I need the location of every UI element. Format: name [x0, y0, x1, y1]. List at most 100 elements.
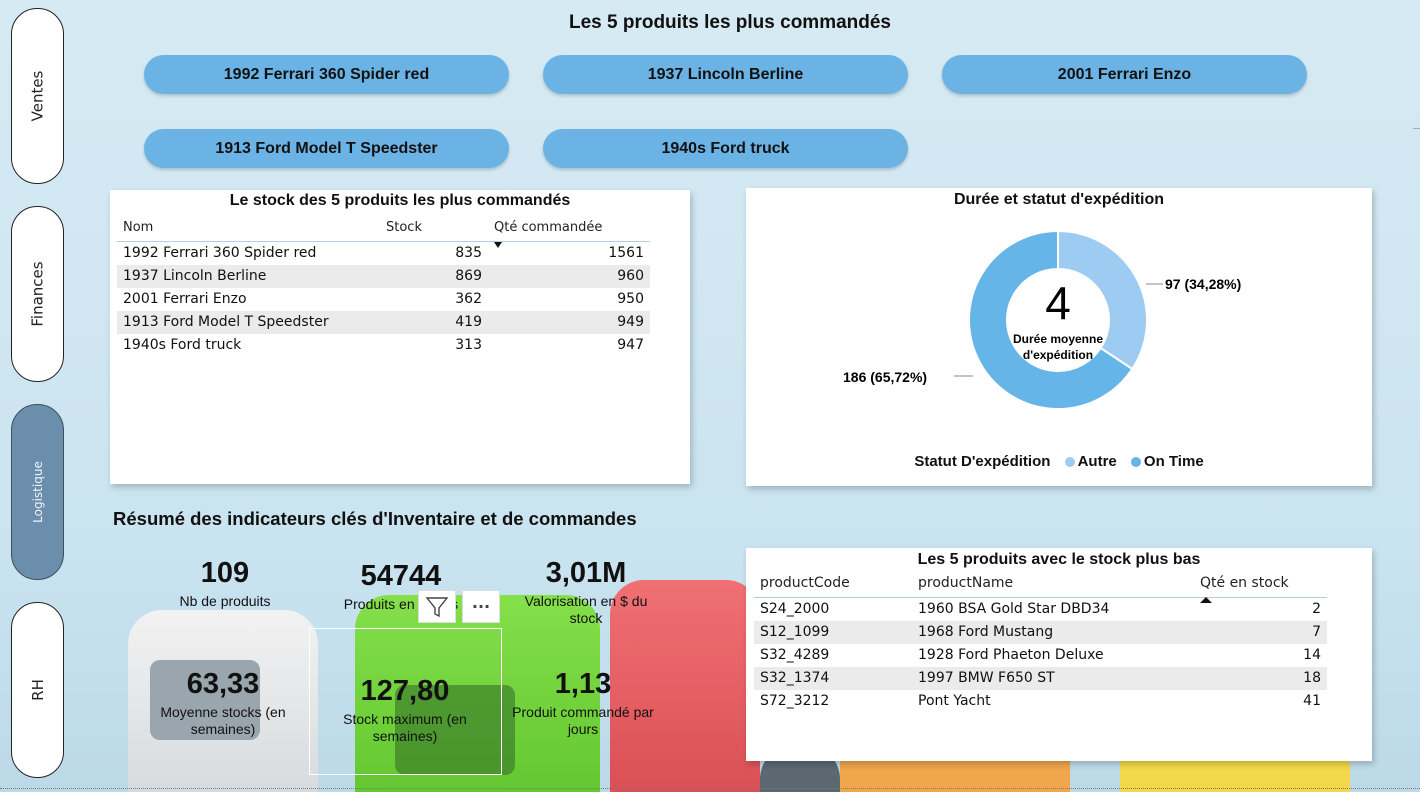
legend-dot-ontime	[1130, 457, 1141, 468]
column-header-qte-commandee[interactable]: Qté commandée	[488, 218, 650, 248]
column-header-product-name[interactable]: productName	[912, 573, 1194, 598]
low-stock-table: productCode productName Qté en stock S24…	[754, 573, 1327, 713]
shipping-panel: Durée et statut d'expédition 97 (34,28%)…	[746, 188, 1372, 486]
more-options-icon: ···	[471, 597, 491, 616]
cell-code: S12_1099	[754, 620, 912, 644]
sort-descending-icon	[494, 242, 502, 248]
kpi-label: Moyenne stocks (en semaines)	[160, 704, 286, 737]
green-car-shape	[355, 595, 600, 792]
more-options-button[interactable]: ···	[462, 590, 500, 623]
cell-qty: 18	[1194, 666, 1327, 690]
column-header-nom[interactable]: Nom	[117, 218, 380, 242]
legend-item-ontime[interactable]: On Time	[1143, 453, 1204, 470]
legend-dot-autre	[1064, 457, 1075, 468]
kpi-value: 127,80	[360, 675, 450, 707]
cell-stock: 313	[455, 337, 482, 353]
cell-code: S24_2000	[760, 601, 830, 618]
cell-stock: 419	[380, 310, 488, 334]
kpi-value: 54744	[360, 560, 442, 592]
shipping-title: Durée et statut d'expédition	[953, 191, 1165, 208]
nav-button-ventes[interactable]: Ventes	[11, 8, 64, 184]
cell-qty: 960	[488, 264, 650, 288]
cell-name: 1992 Ferrari 360 Spider red	[123, 245, 317, 262]
donut-slice-on-time[interactable]	[968, 229, 1134, 410]
column-header-qte-stock[interactable]: Qté en stock	[1194, 573, 1327, 603]
legend-item-autre[interactable]: Autre	[1077, 453, 1117, 470]
product-button-3[interactable]: 2001 Ferrari Enzo	[942, 55, 1307, 94]
table-row[interactable]: 1940s Ford truck 313 947	[117, 334, 650, 357]
kpi-stock-maximum[interactable]: 127,80 Stock maximum (en semaines)	[330, 675, 480, 745]
filter-button[interactable]	[418, 590, 456, 623]
table-row[interactable]: 1992 Ferrari 360 Spider red 835 1561	[117, 242, 650, 265]
cell-qty: 949	[488, 310, 650, 334]
cell-name: 1928 Ford Phaeton Deluxe	[918, 647, 1104, 663]
product-button-5[interactable]: 1940s Ford truck	[543, 129, 908, 168]
table-row[interactable]: S32_1374 1997 BMW F650 ST 18	[754, 666, 1327, 690]
table-row[interactable]: 1913 Ford Model T Speedster 419 949	[117, 310, 650, 334]
cell-qty: 947	[617, 337, 644, 353]
cell-name: 1997 BMW F650 ST	[912, 666, 1194, 690]
kpi-nb-produits: 109 Nb de produits	[150, 557, 300, 610]
kpi-value: 63,33	[186, 668, 260, 700]
nav-button-logistique[interactable]: Logistique	[11, 404, 64, 580]
focused-visual-frame[interactable]	[309, 628, 502, 775]
table-row[interactable]: S24_2000 1960 BSA Gold Star DBD34 2	[754, 598, 1327, 621]
table-row[interactable]: 1937 Lincoln Berline 869 960	[117, 264, 650, 288]
product-button-1[interactable]: 1992 Ferrari 360 Spider red	[144, 55, 509, 94]
center-value: 4	[1045, 277, 1071, 329]
table-row[interactable]: S72_3212 Pont Yacht 41	[754, 690, 1327, 713]
stock-table-panel: Le stock des 5 produits les plus command…	[110, 190, 690, 484]
kpi-produit-commande-jours: 1,13 Produit commandé par jours	[508, 668, 658, 738]
product-button-4[interactable]: 1913 Ford Model T Speedster	[144, 129, 509, 168]
cell-qty: 950	[617, 291, 644, 307]
kpi-moyenne-stocks: 63,33 Moyenne stocks (en semaines)	[148, 668, 298, 738]
column-header-product-code[interactable]: productCode	[754, 573, 912, 598]
top-products-title: Les 5 produits les plus commandés	[568, 12, 892, 33]
cell-name: 1913 Ford Model T Speedster	[117, 310, 380, 334]
column-header-qte-label: Qté commandée	[494, 220, 603, 235]
kpi-value: 1,13	[554, 668, 612, 700]
scroll-edge-marker	[1413, 128, 1420, 129]
nav-button-finances[interactable]: Finances	[11, 206, 64, 382]
nav-button-rh[interactable]: RH	[11, 602, 64, 778]
cell-code: S32_1374	[754, 666, 912, 690]
red-car-shape	[610, 580, 760, 792]
inventory-section-title: Résumé des indicateurs clés d'Inventaire…	[113, 508, 637, 529]
cell-qty: 14	[1303, 647, 1321, 663]
donut-slice-autre[interactable]	[1057, 229, 1148, 371]
product-button-2[interactable]: 1937 Lincoln Berline	[543, 55, 908, 94]
table-row[interactable]: S32_4289 1928 Ford Phaeton Deluxe 14	[754, 644, 1327, 667]
kpi-label: Stock maximum (en semaines)	[343, 711, 467, 744]
cell-name: 1968 Ford Mustang	[912, 620, 1194, 644]
kpi-label: Valorisation en $ du stock	[524, 593, 648, 626]
white-car-shape	[128, 610, 318, 792]
cell-qty: 41	[1303, 693, 1321, 709]
cell-name: 2001 Ferrari Enzo	[123, 291, 247, 307]
filter-icon	[425, 596, 449, 617]
cell-name: Pont Yacht	[918, 693, 991, 709]
column-header-qte-stock-label: Qté en stock	[1200, 575, 1289, 591]
data-label-ontime: 186 (65,72%)	[843, 369, 927, 385]
cell-code: S32_4289	[760, 647, 830, 663]
cell-name: 1937 Lincoln Berline	[117, 264, 380, 288]
shipping-donut-chart[interactable]: 97 (34,28%) 186 (65,72%) 4 Durée moyenne…	[746, 188, 1372, 486]
shipping-legend: Statut D'expédition Autre On Time	[746, 453, 1372, 470]
cell-stock: 835	[455, 245, 482, 262]
column-header-stock[interactable]: Stock	[380, 218, 488, 242]
cell-qty: 1561	[608, 245, 644, 262]
cell-qty: 2	[1312, 601, 1321, 618]
cell-stock: 362	[455, 291, 482, 307]
nav-label-logistique: Logistique	[30, 461, 45, 523]
kpi-value: 109	[200, 557, 250, 589]
nav-label-rh: RH	[28, 679, 47, 701]
cell-code: S72_3212	[760, 693, 830, 709]
data-label-autre: 97 (34,28%)	[1165, 276, 1241, 292]
table-row[interactable]: 2001 Ferrari Enzo 362 950	[117, 288, 650, 311]
cell-name: 1940s Ford truck	[123, 337, 242, 353]
table-row[interactable]: S12_1099 1968 Ford Mustang 7	[754, 620, 1327, 644]
low-stock-title: Les 5 produits avec le stock plus bas	[917, 551, 1201, 568]
page-bottom-border	[0, 788, 1420, 789]
center-label-line2: d'expédition	[1023, 348, 1093, 362]
kpi-label: Produit commandé par jours	[512, 704, 654, 737]
cell-stock: 869	[380, 264, 488, 288]
